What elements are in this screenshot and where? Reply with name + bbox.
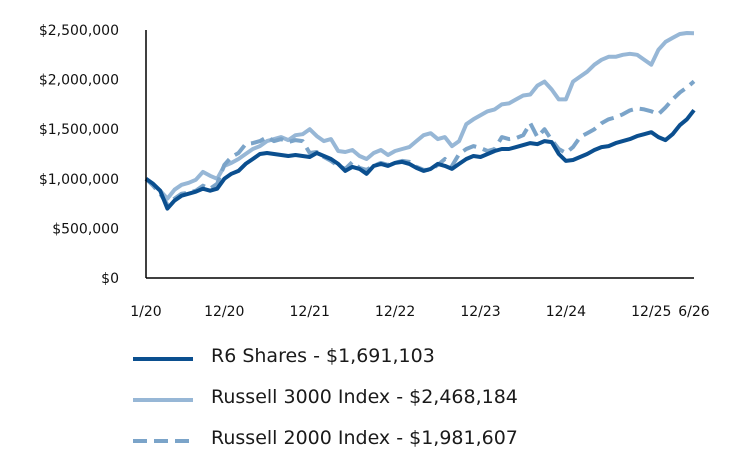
x-tick-label: 12/24 <box>546 304 586 320</box>
y-tick-label: $0 <box>101 271 119 287</box>
legend-swatch-russell-2000 <box>133 439 193 443</box>
y-tick-label: $1,500,000 <box>39 122 119 138</box>
legend-label-r6-shares: R6 Shares - $1,691,103 <box>211 345 435 367</box>
x-tick-label: 12/20 <box>204 304 244 320</box>
x-tick-label: 12/25 <box>631 304 671 320</box>
series-line-1 <box>144 31 695 201</box>
legend-swatch-r6-shares <box>133 357 193 361</box>
y-tick-label: $2,000,000 <box>39 73 119 89</box>
x-tick-label: 12/21 <box>290 304 330 320</box>
series-line-0 <box>144 108 696 211</box>
y-tick-label: $500,000 <box>52 221 119 237</box>
y-tick-label: $2,500,000 <box>39 23 119 39</box>
x-tick-label: 12/23 <box>460 304 500 320</box>
x-tick-label: 6/26 <box>678 304 710 320</box>
legend-label-russell-2000: Russell 2000 Index - $1,981,607 <box>211 427 518 449</box>
y-tick-label: $1,000,000 <box>39 172 119 188</box>
line-chart: $0 $500,000 $1,000,000 $1,500,000 $2,000,000… <box>39 23 710 320</box>
x-tick-label: 12/22 <box>375 304 415 320</box>
x-axis-ticks: 1/20 12/20 12/21 12/22 12/23 12/24 12/25 6/26 <box>130 304 710 320</box>
legend-label-russell-3000: Russell 3000 Index - $2,468,184 <box>211 386 518 408</box>
legend-swatch-russell-3000 <box>133 398 193 402</box>
series-lines <box>144 31 696 211</box>
x-tick-label: 1/20 <box>130 304 161 320</box>
y-axis-ticks: $0 $500,000 $1,000,000 $1,500,000 $2,000,000… <box>39 23 119 287</box>
